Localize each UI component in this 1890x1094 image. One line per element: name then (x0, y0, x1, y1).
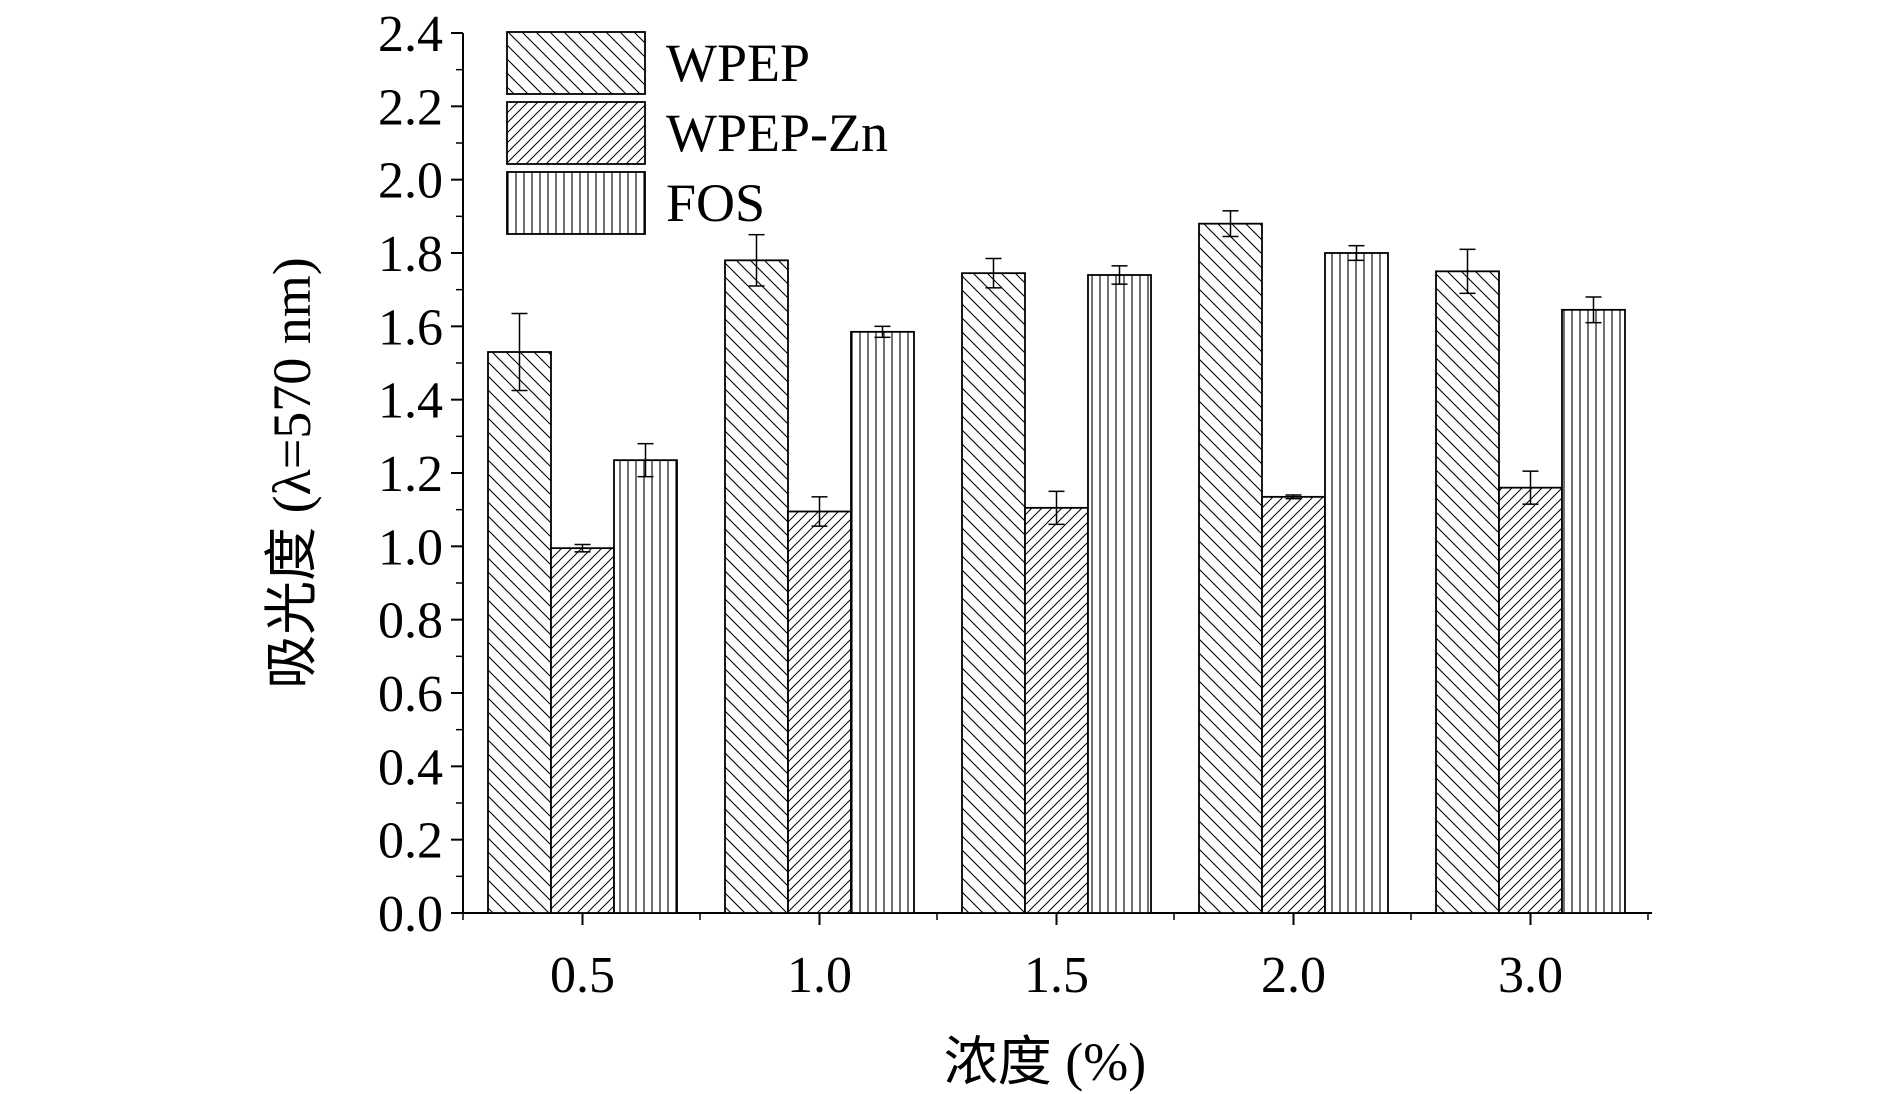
bar (487, 351, 552, 914)
y-axis-title: 吸光度 (λ=570 nm) (262, 257, 322, 689)
x-axis-ticks: 0.5 1.0 1.5 2.0 3.0 (462, 913, 1649, 1004)
legend-label: WPEP-Zn (666, 103, 888, 163)
series-wpep-zn (550, 470, 1563, 914)
legend-swatch (506, 171, 646, 235)
y-tick-label: 0.2 (378, 813, 443, 870)
y-axis-ticks: 0.0 0.2 0.4 0.6 0.8 1.0 1.2 1.4 1.6 1.8 2.0 2.2 2.4 (378, 6, 463, 943)
legend-label: FOS (666, 173, 765, 233)
y-tick-label: 1.4 (378, 373, 443, 430)
y-tick-label: 0.6 (378, 666, 443, 723)
bar (1435, 270, 1500, 914)
y-tick-label: 2.2 (378, 79, 443, 136)
x-tick-label: 3.0 (1498, 947, 1563, 1004)
x-tick-label: 0.5 (550, 947, 615, 1004)
y-tick-label: 2.0 (378, 153, 443, 210)
series-fos (613, 244, 1626, 914)
bar (1324, 252, 1389, 914)
legend-label: WPEP (666, 33, 810, 93)
x-tick-label: 1.0 (787, 947, 852, 1004)
plot-area: 0.00.20.40.60.81.01.21.41.61.82.02.22.4 … (378, 6, 1652, 1004)
bar (850, 330, 915, 914)
bar (1198, 222, 1263, 914)
bar (724, 259, 789, 914)
y-tick-label: 1.8 (378, 226, 443, 283)
bar (1561, 308, 1626, 914)
bar (1498, 486, 1563, 914)
legend-swatch (506, 101, 646, 165)
x-tick-label: 1.5 (1024, 947, 1089, 1004)
x-tick-label: 2.0 (1261, 947, 1326, 1004)
bar (787, 510, 852, 914)
y-tick-label: 0.4 (378, 739, 443, 796)
y-tick-label: 0.0 (378, 886, 443, 943)
legend: WPEP WPEP-Zn FOS (506, 31, 888, 235)
bar (1024, 506, 1089, 914)
legend-swatch (506, 31, 646, 95)
series-wpep (487, 210, 1500, 914)
bar (613, 459, 678, 914)
x-axis-title: 浓度 (%) (944, 1032, 1146, 1092)
bar-series-group (487, 210, 1626, 914)
y-tick-label: 1.0 (378, 519, 443, 576)
bar (961, 272, 1026, 914)
y-tick-label: 0.8 (378, 593, 443, 650)
bar (550, 547, 615, 914)
y-tick-label: 1.2 (378, 446, 443, 503)
bar (1087, 274, 1152, 914)
y-tick-label: 1.6 (378, 299, 443, 356)
bar (1261, 495, 1326, 914)
y-tick-label: 2.4 (378, 6, 443, 63)
